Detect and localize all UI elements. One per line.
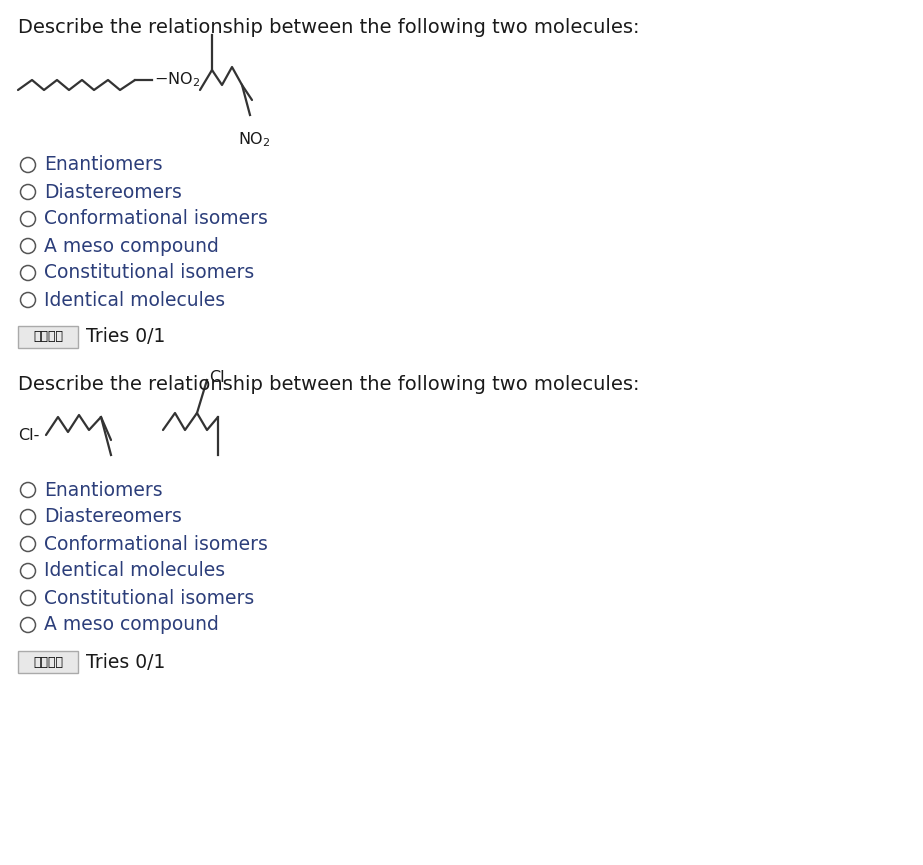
- FancyBboxPatch shape: [18, 326, 78, 348]
- Text: 提交答案: 提交答案: [33, 330, 63, 343]
- Text: Identical molecules: Identical molecules: [44, 291, 225, 310]
- Text: Cl: Cl: [209, 369, 224, 385]
- Text: Constitutional isomers: Constitutional isomers: [44, 264, 254, 283]
- Text: A meso compound: A meso compound: [44, 616, 219, 635]
- Text: NO$_2$: NO$_2$: [238, 130, 270, 149]
- Text: Identical molecules: Identical molecules: [44, 561, 225, 580]
- Text: Conformational isomers: Conformational isomers: [44, 535, 268, 554]
- Text: Constitutional isomers: Constitutional isomers: [44, 588, 254, 607]
- Text: Tries 0/1: Tries 0/1: [86, 328, 165, 347]
- Text: Describe the relationship between the following two molecules:: Describe the relationship between the fo…: [18, 18, 640, 37]
- Text: Enantiomers: Enantiomers: [44, 156, 162, 175]
- Text: $-$NO$_2$: $-$NO$_2$: [154, 71, 200, 89]
- Text: A meso compound: A meso compound: [44, 236, 219, 255]
- FancyBboxPatch shape: [18, 651, 78, 673]
- Text: Describe the relationship between the following two molecules:: Describe the relationship between the fo…: [18, 375, 640, 394]
- Text: Conformational isomers: Conformational isomers: [44, 209, 268, 228]
- Text: Diastereomers: Diastereomers: [44, 508, 182, 527]
- Text: Enantiomers: Enantiomers: [44, 480, 162, 499]
- Text: Tries 0/1: Tries 0/1: [86, 652, 165, 671]
- Text: Cl-: Cl-: [18, 427, 40, 443]
- Text: Diastereomers: Diastereomers: [44, 183, 182, 202]
- Text: 提交答案: 提交答案: [33, 656, 63, 669]
